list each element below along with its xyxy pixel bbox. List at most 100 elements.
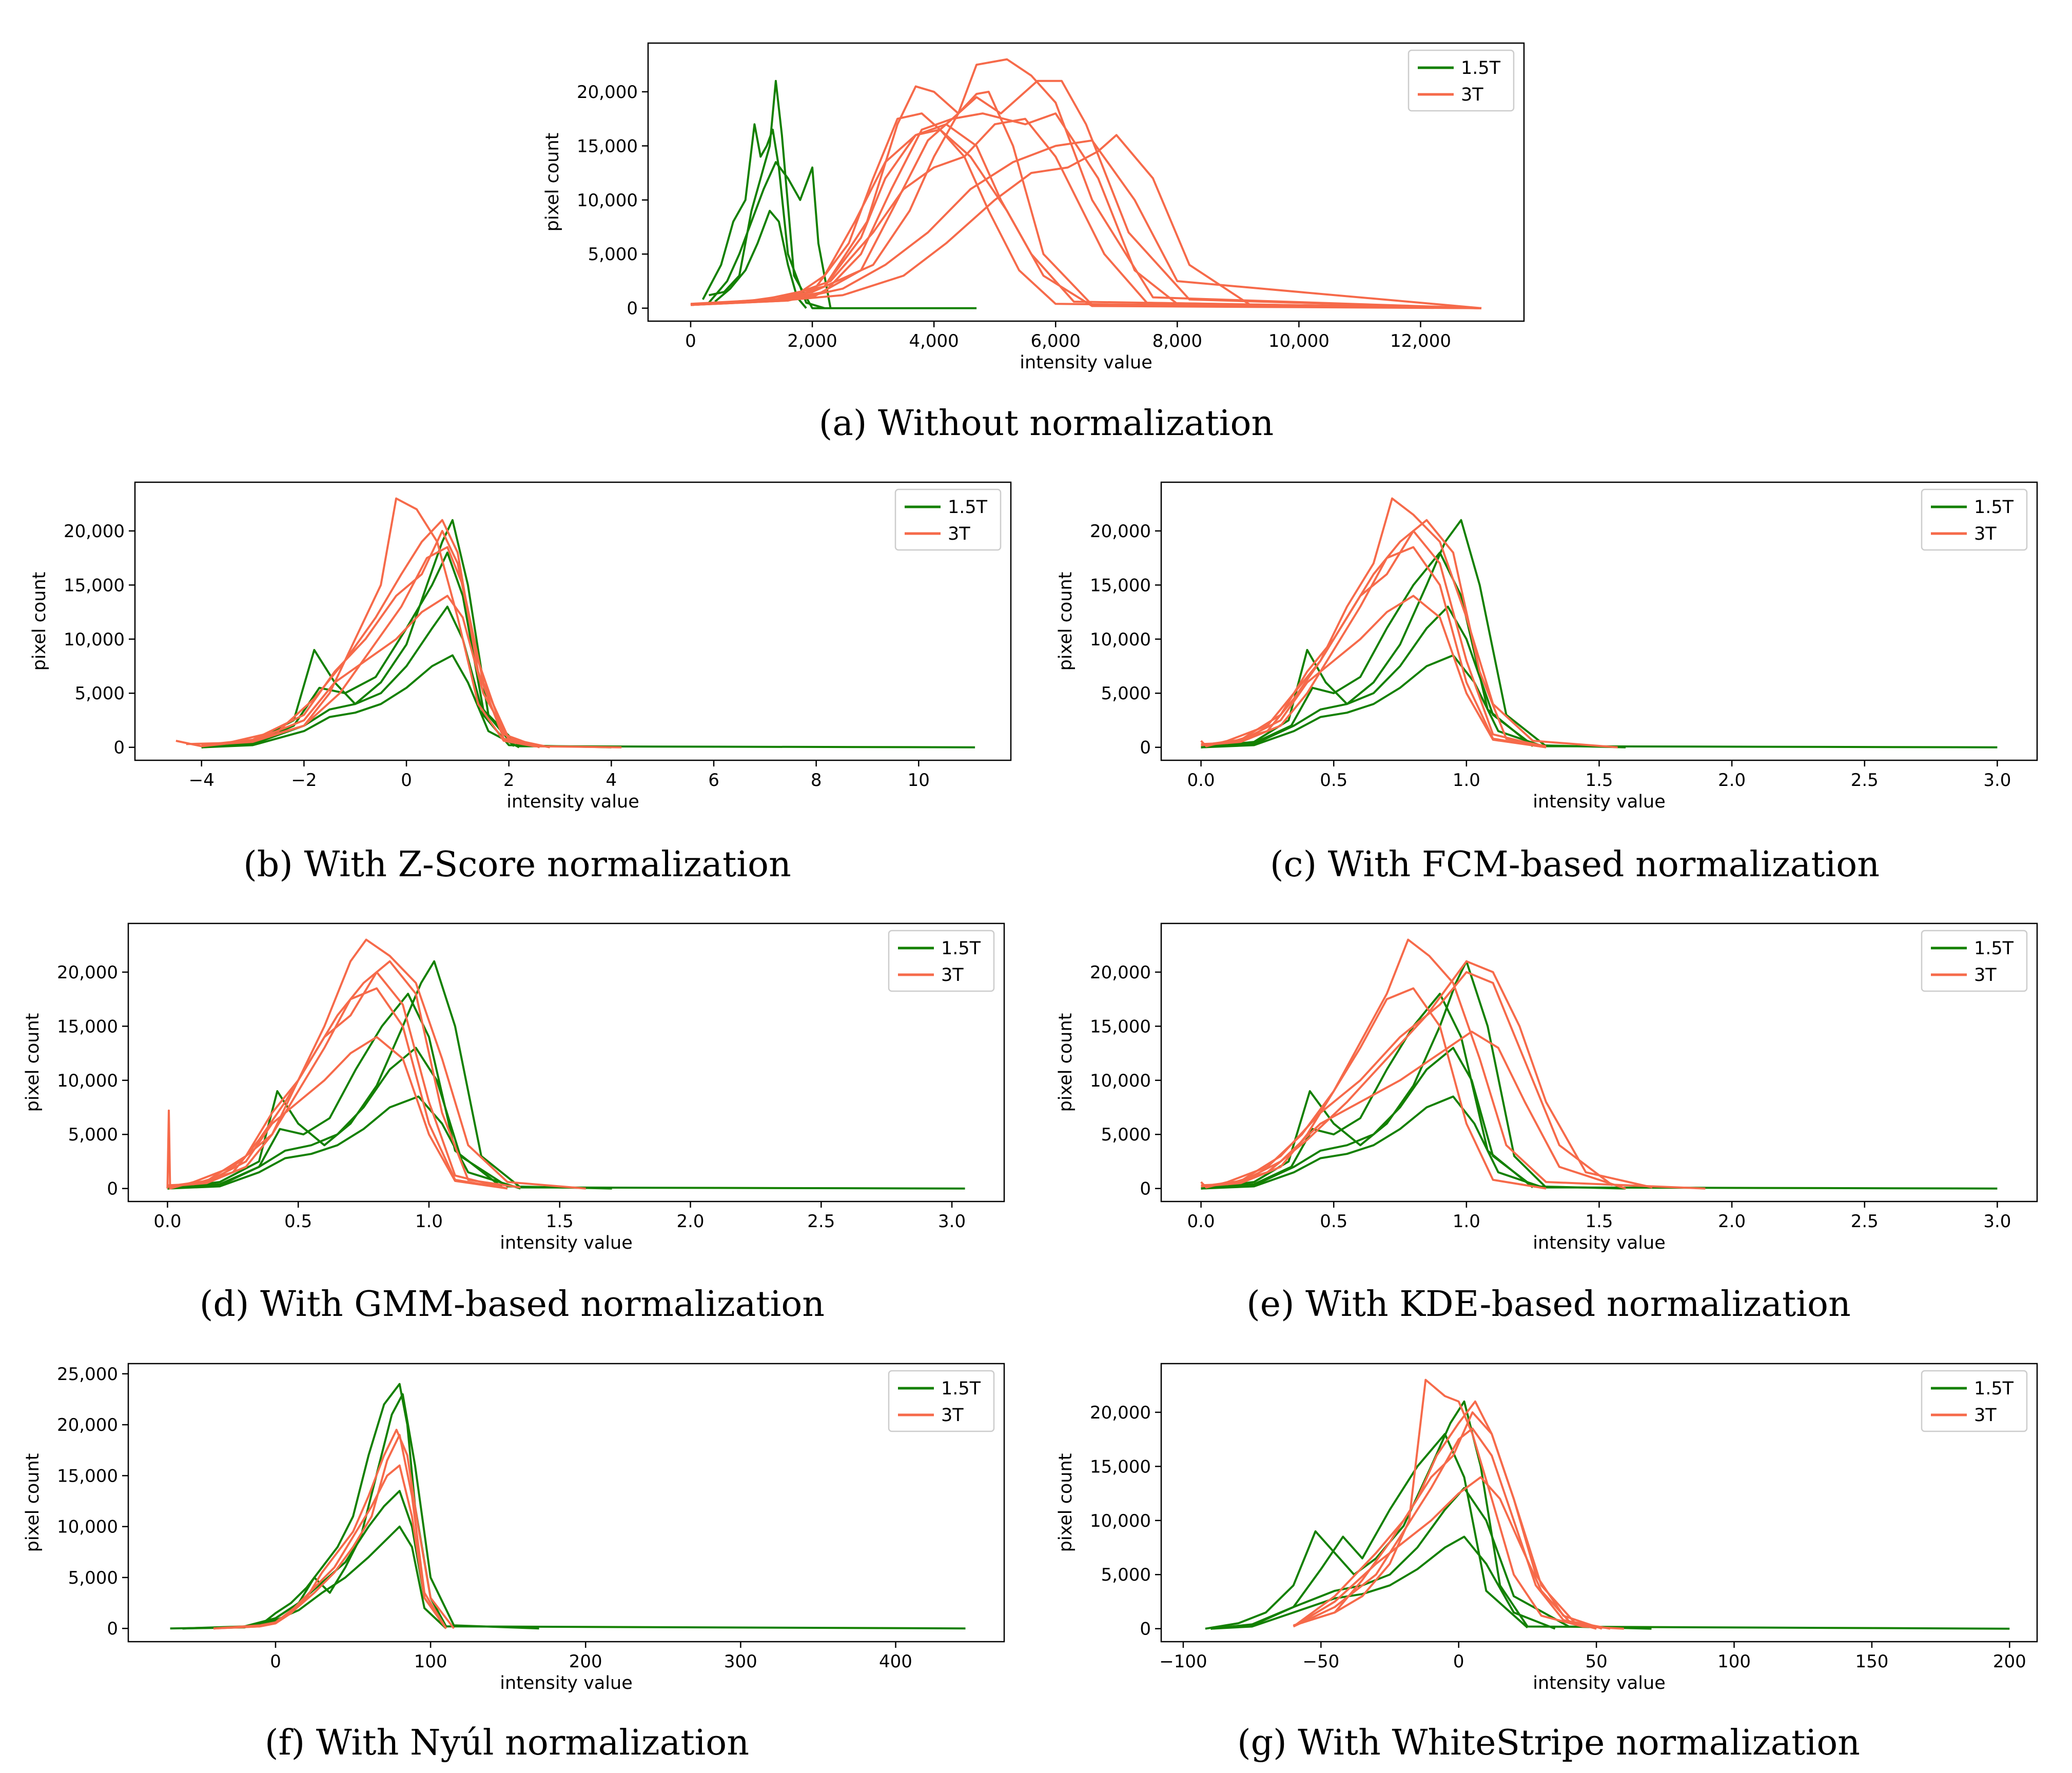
x-tick-label: 1.5: [546, 1211, 574, 1232]
series-line-3t-7: [167, 987, 508, 1190]
curves-a: [690, 58, 1482, 309]
panel-e-kde-normalization: 0.0 0.5 1.0 1.5 2.0 2.5 3.0 0 5,000 10,000 15,000 2…: [1055, 922, 2038, 1325]
plot-frame: [127, 1363, 1005, 1643]
plot-frame: [1160, 481, 2038, 761]
y-tick-label: 15,000: [57, 1016, 118, 1037]
x-axis-label: intensity value: [506, 792, 639, 812]
y-tick-label: 10,000: [64, 629, 125, 650]
y-axis-label: pixel count: [542, 133, 563, 232]
y-axis-label: pixel count: [29, 572, 50, 671]
series-line-3t-7: [201, 546, 551, 748]
legend: 1.5T 3T: [1921, 930, 2028, 992]
series-line-3t-4: [213, 1429, 455, 1630]
x-tick-label: 2.5: [807, 1211, 835, 1232]
x-tick-label: 2.0: [1718, 1211, 1746, 1232]
x-axis-label: intensity value: [1020, 352, 1152, 373]
panel-caption: (b) With Z-Score normalization: [243, 844, 791, 885]
y-tick-label: 20,000: [577, 82, 638, 103]
panel-b-zscore-normalization: −4 −2 0 2 4 6 8 10 0 5,000 10,000 15,000 20,000 inten…: [29, 481, 1012, 885]
curves-b: [175, 497, 975, 748]
series-line-3t-6: [690, 58, 1482, 309]
y-tick-label: 15,000: [1090, 575, 1151, 596]
series-line-1-5t-1: [182, 1393, 539, 1630]
legend-label: 1.5T: [1461, 58, 1501, 78]
y-tick-label: 15,000: [1090, 1016, 1151, 1037]
series-line-3t-13: [690, 128, 1482, 309]
y-tick-label: 0: [113, 738, 125, 758]
x-tick-label: 3.0: [938, 1211, 966, 1232]
y-axis-label: pixel count: [23, 1013, 43, 1112]
x-tick-label: 0: [401, 770, 412, 791]
series-line-3t-9: [690, 112, 1482, 309]
panel-d-gmm-normalization: 0.0 0.5 1.0 1.5 2.0 2.5 3.0 0 5,000 10,000 15,000 2…: [23, 922, 1005, 1325]
series-line-3t-6: [167, 1036, 508, 1190]
y-tick-label: 0: [107, 1619, 118, 1639]
y-tick-label: 20,000: [1090, 521, 1151, 542]
y-tick-label: 0: [1140, 738, 1151, 758]
series-line-3t-6: [1201, 595, 1547, 748]
x-tick-label: 0.5: [1320, 1211, 1347, 1232]
y-tick-label: 25,000: [57, 1364, 118, 1385]
series-line-1-5t-2: [167, 1095, 521, 1190]
x-axis-label: intensity value: [500, 1673, 632, 1693]
series-line-3t-5: [690, 85, 1482, 309]
y-tick-label: 0: [1140, 1619, 1151, 1640]
series-line-3t-8: [1201, 529, 1547, 748]
x-axis-label: intensity value: [1533, 1673, 1665, 1693]
x-tick-label: 0.5: [1320, 770, 1347, 791]
legend-label: 3T: [941, 965, 964, 986]
legend-label: 3T: [941, 1405, 964, 1426]
series-line-3t-5: [167, 960, 521, 1189]
legend: 1.5T 3T: [1921, 488, 2028, 551]
x-tick-label: −2: [291, 770, 317, 791]
y-tick-label: 5,000: [68, 1568, 118, 1588]
plot-frame: [1160, 1363, 2038, 1643]
y-tick-label: 20,000: [57, 1415, 118, 1435]
x-tick-label: −100: [1159, 1651, 1207, 1672]
series-line-1-5t-0: [170, 1383, 966, 1630]
plot-frame: [127, 922, 1005, 1203]
y-tick-label: 5,000: [1101, 683, 1151, 704]
x-tick-label: 2.0: [1718, 770, 1746, 791]
curves-d: [166, 938, 965, 1190]
y-tick-label: 0: [1140, 1179, 1151, 1199]
x-tick-label: −4: [189, 770, 214, 791]
x-tick-label: 300: [724, 1651, 757, 1672]
x-tick-label: 4,000: [909, 331, 959, 351]
x-tick-label: 8: [811, 770, 822, 791]
x-tick-label: 0.0: [1187, 770, 1215, 791]
y-tick-label: 10,000: [1090, 629, 1151, 650]
x-tick-label: 6: [708, 770, 719, 791]
series-line-3t-4: [1200, 938, 1706, 1190]
x-tick-label: 1.5: [1585, 770, 1613, 791]
y-tick-label: 15,000: [64, 575, 125, 596]
series-line-3t-6: [1201, 1030, 1626, 1190]
legend: 1.5T 3T: [1921, 1370, 2028, 1432]
series-line-1-5t-2: [201, 654, 520, 748]
x-tick-label: 1.0: [415, 1211, 443, 1232]
x-tick-label: 400: [879, 1651, 912, 1672]
series-line-1-5t-0: [1201, 960, 1998, 1190]
y-axis-label: pixel count: [23, 1453, 43, 1552]
series-line-3t-5: [1201, 519, 1547, 747]
x-tick-label: 100: [414, 1651, 447, 1672]
series-line-3t-7: [1201, 546, 1547, 748]
x-tick-label: 2.0: [676, 1211, 704, 1232]
series-line-3t-6: [201, 595, 550, 748]
plot-frame: [1160, 922, 2038, 1203]
y-tick-label: 15,000: [577, 136, 638, 156]
series-line-3t-11: [690, 123, 1482, 309]
y-tick-label: 10,000: [57, 1517, 118, 1538]
x-tick-label: 200: [1993, 1651, 2026, 1672]
x-tick-label: 3.0: [1983, 1211, 2011, 1232]
x-tick-label: 2,000: [787, 331, 837, 351]
series-line-1-5t-3: [167, 993, 503, 1190]
x-tick-label: 6,000: [1031, 331, 1081, 351]
x-tick-label: 1.0: [1453, 770, 1480, 791]
panel-caption: (a) Without normalization: [819, 403, 1274, 444]
series-line-3t-8: [167, 971, 508, 1190]
legend-label: 3T: [948, 524, 970, 544]
y-tick-label: 10,000: [577, 190, 638, 211]
legend: 1.5T 3T: [894, 488, 1002, 551]
